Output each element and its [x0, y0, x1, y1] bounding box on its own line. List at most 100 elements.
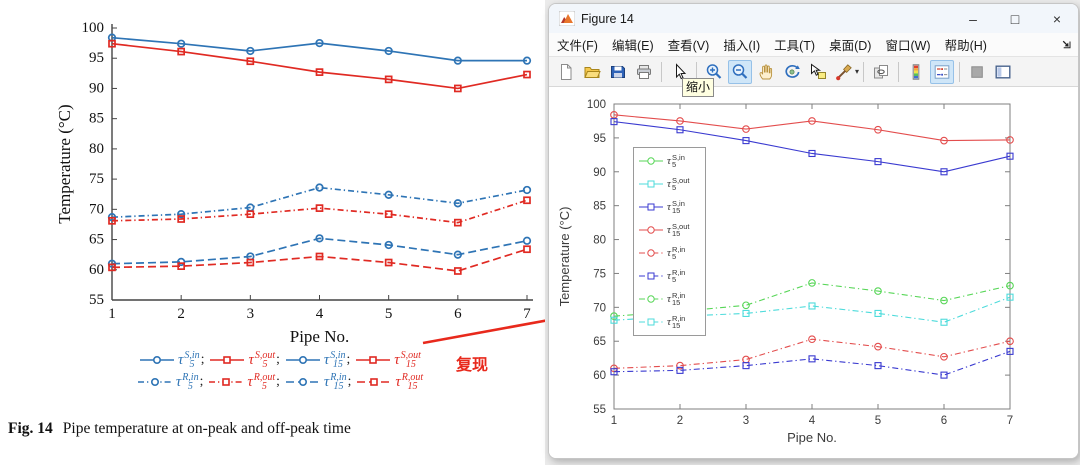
zoom-out-tooltip: 缩小	[682, 78, 715, 97]
colorbar-icon[interactable]	[904, 60, 928, 84]
svg-text:100: 100	[82, 20, 105, 36]
svg-text:Pipe No.: Pipe No.	[787, 430, 837, 445]
paper-figure-chart: 55 60 65 70 75 80 85 90 95 100 1 2 3 4 5 6 7 Pipe No. Temp…	[0, 0, 545, 355]
legend-entry-label: τ R,in 15	[323, 371, 347, 392]
svg-text:75: 75	[593, 268, 606, 280]
svg-text:55: 55	[593, 404, 606, 416]
brush-icon[interactable]	[832, 60, 856, 84]
brush-dropdown-caret[interactable]: ▾	[855, 67, 860, 76]
legend-entry-label: τ R,in 5	[667, 244, 686, 261]
zoom-in-icon[interactable]	[702, 60, 726, 84]
legend-line-sample	[639, 294, 663, 303]
link-plots-icon[interactable]	[869, 60, 893, 84]
svg-text:6: 6	[941, 415, 947, 427]
svg-text:55: 55	[89, 292, 104, 308]
legend-line-sample	[209, 378, 244, 386]
figure-caption-text: Pipe temperature at on-peak and off-peak…	[62, 420, 351, 437]
legend-line-sample	[285, 377, 320, 386]
figure-canvas: 缩小 55 60 65 70 75 80 85 90 95 100 1 2 3 4 5 6 7 Pipe No. T…	[549, 78, 1078, 458]
svg-text:Temperature (°C): Temperature (°C)	[557, 207, 572, 307]
data-cursor-icon[interactable]	[806, 60, 830, 84]
matlab-legend-entry: τ S,out 15	[638, 219, 705, 241]
menu-item-0[interactable]: 文件(F)	[557, 39, 598, 53]
zoom-out-icon[interactable]	[728, 59, 752, 84]
menu-item-4[interactable]: 工具(T)	[774, 39, 816, 53]
open-folder-icon[interactable]	[580, 60, 604, 84]
rotate-3d-icon[interactable]	[780, 60, 804, 84]
menu-item-5[interactable]: 桌面(D)	[829, 39, 872, 53]
svg-text:90: 90	[89, 80, 104, 96]
svg-text:60: 60	[593, 370, 606, 382]
matlab-logo-icon	[559, 11, 575, 26]
svg-text:85: 85	[593, 201, 606, 213]
maximize-button[interactable]: □	[1010, 10, 1020, 27]
menu-item-7[interactable]: 帮助(H)	[944, 39, 987, 53]
legend-line-sample	[140, 355, 175, 364]
paper-legend-entry: τ S,in 5	[139, 349, 200, 371]
minimize-button[interactable]: –	[969, 10, 977, 27]
legend-entry-label: τ S,out 15	[667, 222, 690, 239]
svg-text:80: 80	[89, 141, 104, 157]
toolbar-separator	[661, 61, 662, 82]
legend-line-sample	[356, 356, 391, 364]
legend-icon[interactable]	[930, 59, 955, 84]
legend-separator: ;	[199, 373, 204, 388]
legend-separator: ;	[276, 373, 280, 388]
svg-text:Temperature (°C): Temperature (°C)	[55, 104, 74, 223]
menu-item-3[interactable]: 插入(I)	[723, 39, 761, 53]
matlab-chart-legend[interactable]: τ S,in 5 τ S,out 5 τ S,in 15 τ S,out 15 τ R,in 5 τ R,in 5…	[633, 147, 706, 336]
svg-text:6: 6	[454, 306, 462, 322]
legend-entry-label: τ S,in 5	[178, 349, 200, 370]
matlab-legend-entry: τ R,in 15	[638, 288, 705, 310]
new-file-icon[interactable]	[554, 60, 578, 84]
svg-text:70: 70	[89, 201, 104, 217]
legend-entry-label: τ R,in 15	[667, 290, 686, 307]
svg-text:4: 4	[809, 415, 816, 427]
menu-item-6[interactable]: 窗口(W)	[885, 39, 931, 53]
close-button[interactable]: ×	[1052, 10, 1062, 27]
dock-figure-icon[interactable]	[1061, 39, 1072, 50]
toolbar-separator	[863, 61, 865, 82]
legend-separator: ;	[276, 351, 280, 366]
edit-pointer-icon[interactable]	[667, 60, 691, 84]
matlab-figure-window: Figure 14 – □ × 文件(F) 编辑(E) 查看(V) 插入(I) 工具(T) 桌…	[548, 3, 1079, 459]
legend-entry-label: τ R,in 15	[667, 313, 686, 330]
legend-line-sample	[639, 226, 663, 234]
legend-line-sample	[639, 157, 663, 166]
window-title: Figure 14	[581, 11, 634, 26]
legend-entry-label: τ S,in 5	[667, 153, 685, 170]
pan-icon[interactable]	[754, 60, 778, 84]
paper-legend-entry: τ R,out 15	[356, 371, 423, 393]
legend-separator: ;	[200, 351, 205, 366]
svg-text:100: 100	[587, 99, 606, 111]
svg-text:4: 4	[316, 306, 324, 322]
window-titlebar[interactable]: Figure 14 – □ ×	[549, 4, 1078, 33]
show-plot-tools-icon[interactable]	[991, 60, 1015, 84]
legend-entry-label: τ R,out 15	[395, 371, 424, 392]
paper-legend-entry: τ S,out 15	[355, 349, 421, 371]
svg-text:90: 90	[593, 167, 606, 179]
matlab-legend-entry: τ R,in 15	[638, 311, 705, 333]
svg-text:95: 95	[89, 50, 104, 66]
menu-item-2[interactable]: 查看(V)	[667, 39, 710, 53]
matlab-chart: 55 60 65 70 75 80 85 90 95 100 1 2 3 4 5 6 7 Pipe No. Temp…	[549, 87, 1078, 458]
svg-text:65: 65	[89, 232, 104, 248]
print-icon[interactable]	[632, 60, 656, 84]
toolbar-separator	[696, 61, 697, 82]
legend-entry-label: τ S,out 5	[667, 176, 690, 193]
svg-text:95: 95	[593, 133, 606, 145]
figure-caption: Fig. 14 Pipe temperature at on-peak and o…	[8, 420, 478, 438]
paper-chart-svg: 55 60 65 70 75 80 85 90 95 100 1 2 3 4 5 6 7 Pipe No. Temp…	[55, 20, 533, 346]
paper-legend-entry: τ R,in 5	[137, 371, 199, 393]
legend-entry-label: τ R,in 5	[667, 267, 686, 284]
save-icon[interactable]	[606, 60, 630, 84]
menu-item-1[interactable]: 编辑(E)	[611, 39, 654, 53]
window-controls: – □ ×	[952, 4, 1078, 33]
legend-line-sample	[639, 180, 663, 188]
hide-plot-tools-icon[interactable]	[965, 60, 989, 84]
svg-text:1: 1	[108, 306, 116, 322]
paper-figure-legend: τ S,in 5; τ S,out 5; τ S,in 15; τ S,out 15 τ R,in 5; τ R…	[60, 348, 500, 392]
figure-caption-number: Fig. 14	[8, 420, 53, 437]
matlab-legend-entry: τ S,in 15	[638, 196, 705, 218]
paper-legend-entry: τ R,in 15	[285, 371, 347, 393]
